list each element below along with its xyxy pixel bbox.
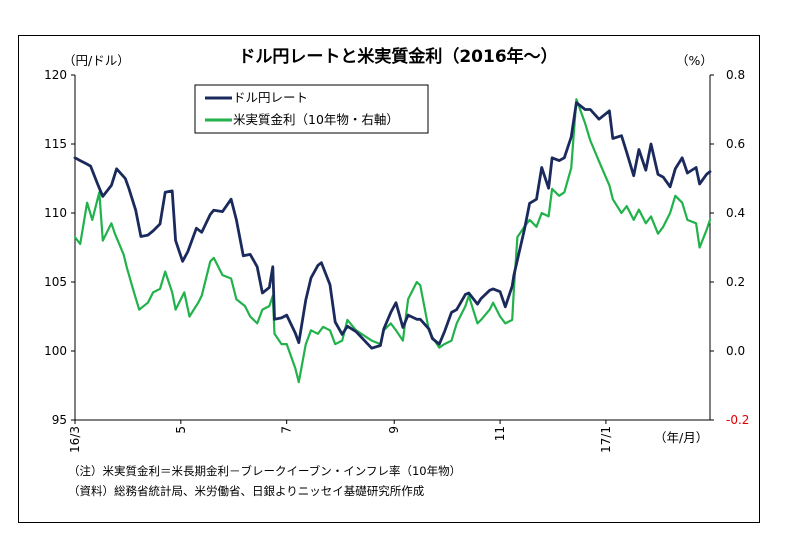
y-right-tick-label: 0.4 — [726, 206, 745, 220]
series-line-usdjpy — [73, 101, 712, 350]
legend: ドル円レート 米実質金利（10年物・右軸） — [194, 84, 429, 134]
y-right-tick-label: 0.8 — [726, 68, 745, 82]
chart-note: （注）米実質金利＝米長期金利－ブレークイーブン・インフレ率（10年物） — [68, 464, 462, 478]
x-tick-label: 11 — [493, 426, 507, 441]
y-left-tick-label: 120 — [44, 68, 67, 82]
legend-label-usdjpy: ドル円レート — [233, 90, 308, 105]
axes: 95100105110115120-0.20.00.20.40.60.816/3… — [44, 68, 749, 453]
x-tick-label: 17/1 — [599, 426, 613, 453]
chart-title: ドル円レートと米実質金利（2016年～） — [238, 46, 557, 67]
series-line-us-real-rate — [73, 98, 712, 384]
legend-label-real-rate: 米実質金利（10年物・右軸） — [233, 112, 399, 127]
x-unit: （年/月） — [654, 430, 708, 445]
y-right-tick-label: 0.0 — [726, 344, 745, 358]
series-lines — [73, 98, 712, 384]
y-left-unit: （円/ドル） — [63, 53, 130, 68]
y-left-tick-label: 105 — [44, 275, 67, 289]
y-left-tick-label: 95 — [52, 413, 67, 427]
y-right-tick-label: -0.2 — [726, 413, 749, 427]
y-right-tick-label: 0.2 — [726, 275, 745, 289]
x-tick-label: 9 — [387, 426, 401, 434]
y-right-tick-label: 0.6 — [726, 137, 745, 151]
y-right-unit: （%） — [676, 53, 713, 68]
x-tick-label: 16/3 — [68, 426, 82, 453]
y-left-tick-label: 115 — [44, 137, 67, 151]
y-left-tick-label: 110 — [44, 206, 67, 220]
x-tick-label: 5 — [174, 426, 188, 434]
legend-box — [194, 84, 429, 134]
y-left-tick-label: 100 — [44, 344, 67, 358]
x-tick-label: 7 — [280, 426, 294, 434]
chart-source: （資料）総務省統計局、米労働省、日銀よりニッセイ基礎研究所作成 — [68, 484, 425, 498]
